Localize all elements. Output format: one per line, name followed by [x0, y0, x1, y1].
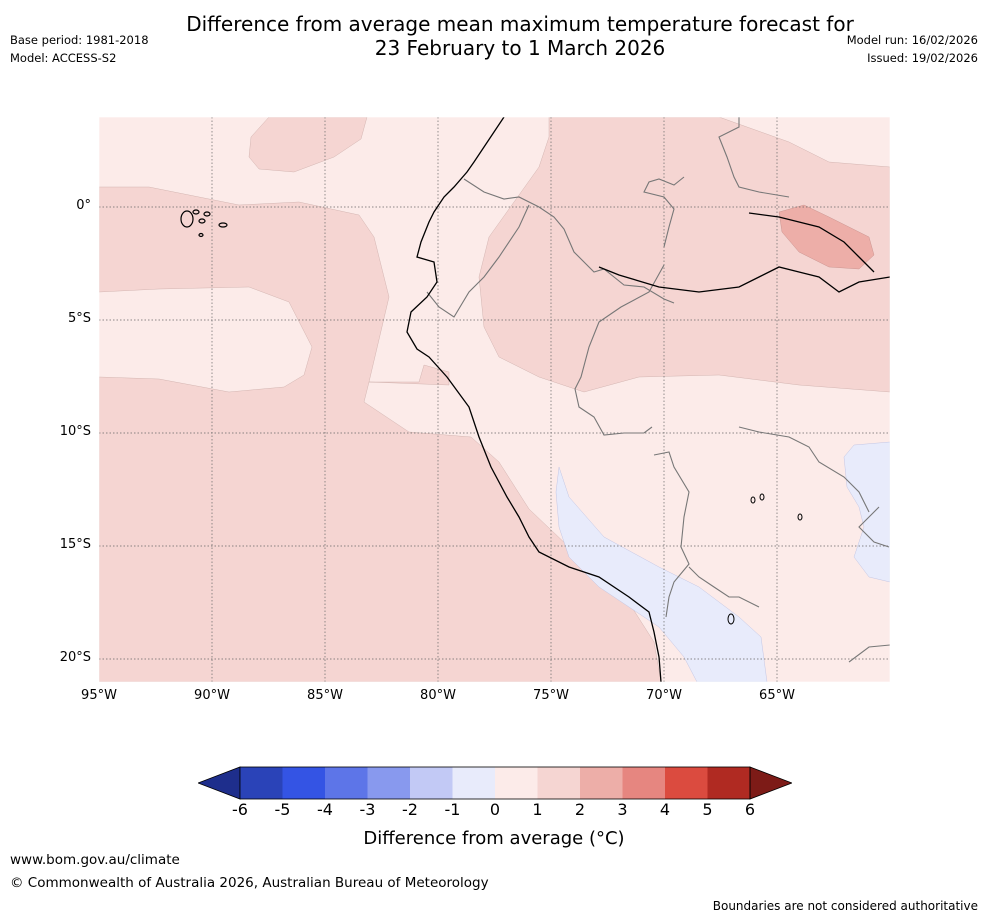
- colorbar-label: Difference from average (°C): [363, 828, 625, 849]
- disclaimer-text: Boundaries are not considered authoritat…: [712, 899, 978, 913]
- coastline: [406, 117, 890, 682]
- colorbar-swatch: [580, 767, 623, 799]
- colorbar-swatch: [665, 767, 708, 799]
- colorbar-under-arrow: [198, 766, 241, 800]
- colorbar-outline: [239, 766, 751, 800]
- model-name: Model: ACCESS-S2: [10, 51, 117, 65]
- graticule: [99, 117, 890, 682]
- colorbar-tick: 6: [744, 800, 756, 819]
- model-run: Model run: 16/02/2026: [846, 33, 978, 47]
- colorbar-tick: -3: [359, 800, 376, 819]
- colorbar-swatch: [622, 767, 665, 799]
- anomaly-neg1-0-altiplano-region: [555, 466, 768, 682]
- country-borders: [426, 117, 890, 663]
- colorbar: [198, 766, 792, 800]
- lon-label-75w: 75°W: [533, 688, 569, 703]
- colorbar-tick: 4: [659, 800, 671, 819]
- colorbar-tick: 0: [489, 800, 501, 819]
- colorbar-tick: 3: [617, 800, 628, 819]
- colorbar-swatch: [282, 767, 325, 799]
- colorbar-swatch: [240, 767, 283, 799]
- lat-label-20s: 20°S: [59, 650, 91, 665]
- galapagos-islands: [180, 209, 228, 238]
- lon-label-65w: 65°W: [759, 688, 795, 703]
- colorbar-swatch: [367, 767, 410, 799]
- forecast-map[interactable]: [99, 117, 890, 682]
- copyright-text: © Commonwealth of Australia 2026, Austra…: [10, 875, 489, 891]
- base-period: Base period: 1981-2018: [10, 33, 149, 47]
- lon-label-85w: 85°W: [307, 688, 343, 703]
- lon-label-80w: 80°W: [420, 688, 456, 703]
- colorbar-tick: -2: [402, 800, 418, 819]
- lon-label-90w: 90°W: [194, 688, 230, 703]
- anomaly-2-3-region: [778, 204, 875, 270]
- title-line-1: Difference from average mean maximum tem…: [186, 12, 854, 36]
- colorbar-swatch: [452, 767, 495, 799]
- anomaly-1-2-amazon-region: [478, 117, 890, 393]
- lat-label-0: 0°: [76, 198, 91, 213]
- lat-label-15s: 15°S: [59, 537, 91, 552]
- anomaly-1-2-ocean-region: [99, 186, 662, 682]
- colorbar-swatch: [707, 767, 750, 799]
- colorbar-tick: -4: [317, 800, 333, 819]
- colorbar-swatch: [495, 767, 538, 799]
- colorbar-tick: 2: [574, 800, 586, 819]
- colorbar-swatch: [325, 767, 368, 799]
- colorbar-swatch: [537, 767, 580, 799]
- colorbar-tick: 5: [702, 800, 713, 819]
- lat-label-5s: 5°S: [67, 311, 91, 326]
- anomaly-neg1-0-east-region: [843, 441, 890, 583]
- colorbar-over-arrow: [749, 766, 792, 800]
- colorbar-tick: -5: [274, 800, 291, 819]
- website-link[interactable]: www.bom.gov.au/climate: [10, 852, 180, 868]
- lon-label-70w: 70°W: [646, 688, 682, 703]
- colorbar-tick: -1: [444, 800, 461, 819]
- title-line-2: 23 February to 1 March 2026: [374, 36, 666, 60]
- map-title: Difference from average mean maximum tem…: [0, 12, 988, 60]
- anomaly-1-2-north-region: [248, 117, 368, 173]
- lat-label-10s: 10°S: [59, 424, 91, 439]
- lakes: [727, 493, 803, 625]
- issued-date: Issued: 19/02/2026: [867, 51, 978, 65]
- colorbar-swatch: [410, 767, 453, 799]
- colorbar-tick: -6: [232, 800, 248, 819]
- lon-label-95w: 95°W: [81, 688, 117, 703]
- colorbar-tick: 1: [532, 800, 543, 819]
